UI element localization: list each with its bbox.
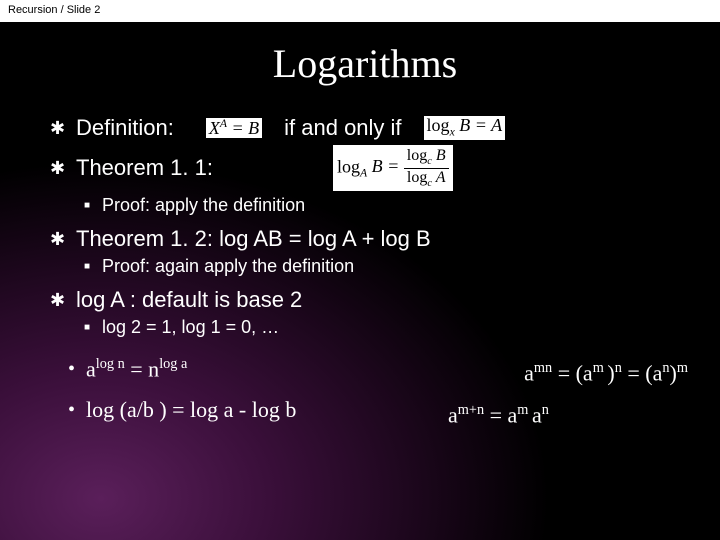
formula-sup: n bbox=[542, 402, 549, 418]
fraction: logc Blogc A bbox=[404, 147, 449, 189]
bullet-star-icon: ✱ bbox=[50, 118, 76, 139]
definition-formula-left: XA = B bbox=[206, 118, 262, 139]
proof-2-text: Proof: again apply the definition bbox=[102, 256, 354, 277]
slide-header: Recursion / Slide 2 bbox=[0, 0, 720, 22]
formula-text: = (a bbox=[552, 360, 593, 385]
log-values-text: log 2 = 1, log 1 = 0, … bbox=[102, 317, 279, 338]
log-values-row: ■ log 2 = 1, log 1 = 0, … bbox=[50, 317, 680, 338]
iff-text: if and only if bbox=[284, 115, 401, 141]
proof-1-text: Proof: apply the definition bbox=[102, 195, 305, 216]
theorem-1-1-formula: log A B = logc Blogc A bbox=[333, 145, 453, 191]
bullet-square-icon: ■ bbox=[84, 200, 102, 211]
side-eq-2: am+n = am an bbox=[448, 402, 549, 428]
formula-text: ) bbox=[670, 360, 677, 385]
formula-sup: n bbox=[615, 360, 622, 376]
base2-text: log A : default is base 2 bbox=[76, 287, 302, 313]
theorem-1-2-row: ✱ Theorem 1. 2: log AB = log A + log B bbox=[50, 226, 680, 252]
formula-sup: mn bbox=[534, 360, 552, 376]
theorem-1-1-label: Theorem 1. 1: bbox=[76, 155, 213, 181]
definition-label: Definition: bbox=[76, 115, 174, 141]
formula-sup: m bbox=[517, 402, 532, 418]
bullet-dot-icon: • bbox=[68, 359, 86, 379]
slide-body: Logarithms ✱ Definition: XA = B if and o… bbox=[0, 22, 720, 540]
bullet-star-icon: ✱ bbox=[50, 290, 76, 311]
formula-text: a bbox=[524, 360, 534, 385]
proof-1-row: ■ Proof: apply the definition bbox=[50, 195, 680, 216]
formula-text: = a bbox=[484, 402, 517, 427]
formula-text: B = A bbox=[455, 115, 502, 135]
formula-text: log bbox=[427, 115, 450, 135]
formula-text: log bbox=[337, 156, 360, 176]
formula-text: a bbox=[532, 402, 542, 427]
formula-text: = (a bbox=[622, 360, 663, 385]
bullet-dot-icon: • bbox=[68, 400, 86, 420]
alog-formula: alog n = nlog a bbox=[86, 356, 187, 382]
formula-sup: m bbox=[593, 360, 608, 376]
formula-text: ) bbox=[607, 360, 614, 385]
logab-formula: log (a/b ) = log a - log b bbox=[86, 397, 296, 423]
theorem-1-2-text: Theorem 1. 2: log AB = log A + log B bbox=[76, 226, 431, 252]
formula-text: B = bbox=[367, 156, 404, 176]
formula-sup: m bbox=[677, 360, 688, 376]
bullet-square-icon: ■ bbox=[84, 322, 102, 333]
formula-text: A bbox=[432, 169, 445, 186]
base2-row: ✱ log A : default is base 2 bbox=[50, 287, 680, 313]
bullet-star-icon: ✱ bbox=[50, 158, 76, 179]
formula-text: = n bbox=[125, 357, 159, 382]
formula-text: a bbox=[448, 402, 458, 427]
formula-sup: m+n bbox=[458, 402, 484, 418]
definition-formula-right: logx B = A bbox=[424, 116, 506, 139]
formula-text: B bbox=[432, 147, 446, 164]
definition-row: ✱ Definition: XA = B if and only if logx… bbox=[50, 115, 680, 141]
formula-text: log bbox=[407, 147, 427, 164]
logab-row: • log (a/b ) = log a - log b bbox=[50, 397, 680, 423]
formula-text: X bbox=[209, 118, 220, 138]
formula-sup: n bbox=[662, 360, 669, 376]
formula-text: = B bbox=[227, 118, 259, 138]
breadcrumb: Recursion / Slide 2 bbox=[8, 4, 100, 16]
formula-text: a bbox=[86, 357, 96, 382]
side-eq-1: amn = (am )n = (an)m bbox=[524, 360, 688, 386]
proof-2-row: ■ Proof: again apply the definition bbox=[50, 256, 680, 277]
formula-sup: log a bbox=[159, 356, 187, 372]
theorem-1-1-row: ✱ Theorem 1. 1: log A B = logc Blogc A bbox=[50, 145, 680, 191]
formula-sup: log n bbox=[96, 356, 125, 372]
formula-text: log bbox=[407, 169, 427, 186]
slide-title: Logarithms bbox=[50, 40, 680, 87]
bullet-square-icon: ■ bbox=[84, 261, 102, 272]
formula-sup: A bbox=[220, 117, 227, 130]
bullet-star-icon: ✱ bbox=[50, 229, 76, 250]
